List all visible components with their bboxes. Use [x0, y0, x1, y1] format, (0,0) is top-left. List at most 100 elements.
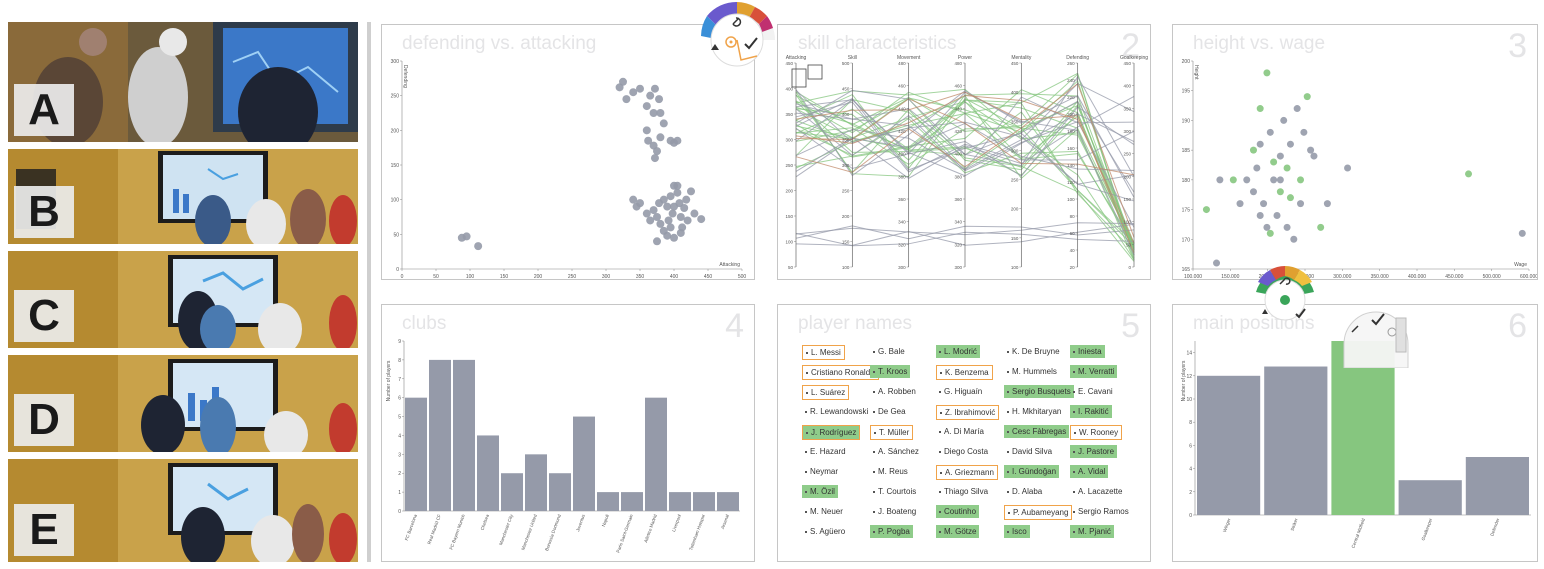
data-point	[676, 228, 685, 237]
player-name-item[interactable]: M. Özil	[802, 485, 838, 498]
player-name-item[interactable]: D. Alaba	[1004, 485, 1045, 498]
bullet-icon	[1007, 370, 1009, 373]
panel-skill-characteristics[interactable]: skill characteristics 2 Attacking 450 400 3…	[777, 24, 1151, 280]
player-name-item[interactable]: Thiago Silva	[936, 485, 991, 498]
y-tick-label: 14	[1186, 351, 1192, 357]
scatter-chart[interactable]: 0 50 100 150 200 250 300 350 400 450 500 0 50 100 150 2…	[382, 25, 755, 280]
panel-defending-attacking[interactable]: defending vs. attacking 1 05010015020025…	[381, 24, 755, 280]
player-name-item[interactable]: M. Pjanić	[1070, 525, 1114, 538]
player-name-item[interactable]: A. Griezmann	[936, 465, 998, 480]
player-name-item[interactable]: A. Lacazette	[1070, 485, 1125, 498]
check-icon[interactable]	[744, 37, 758, 50]
recycle-icon[interactable]	[1262, 309, 1268, 314]
x-tick-label: Manchester City	[498, 513, 514, 546]
player-name-item[interactable]: M. Götze	[936, 525, 980, 538]
player-name-item[interactable]: G. Bale	[870, 345, 908, 358]
panel-clubs[interactable]: clubs 4 0 1 2 3 4 5 6 7 8 9 Number of players FC Ba…	[381, 304, 755, 562]
parallel-coordinates-chart[interactable]: Attacking45040035030025020015010050Skill…	[778, 25, 1151, 280]
bullet-icon	[1008, 511, 1010, 514]
scatter-chart[interactable]: 100.000150.000200.000250.000300.000350.0…	[1173, 25, 1538, 280]
player-name-item[interactable]: H. Mkhitaryan	[1004, 405, 1064, 418]
check-icon[interactable]	[1371, 313, 1385, 326]
player-name-item[interactable]: S. Agüero	[802, 525, 848, 538]
axis-tick-label: 420	[954, 129, 962, 134]
bullet-icon	[1007, 490, 1009, 493]
bullet-icon	[1073, 450, 1075, 453]
player-name-item[interactable]: Cesc Fàbregas	[1004, 425, 1070, 438]
player-name-item[interactable]: Iniesta	[1070, 345, 1105, 358]
player-name-item[interactable]: T. Müller	[870, 425, 914, 440]
player-name-item[interactable]: L. Suárez	[802, 385, 850, 400]
bar	[549, 473, 571, 511]
player-name-item[interactable]: Coutinho	[936, 505, 980, 518]
player-name-item[interactable]: J. Pastore	[1070, 445, 1118, 458]
zoom-dial[interactable]	[1332, 304, 1412, 368]
player-name-item[interactable]: Z. Ibrahimović	[936, 405, 1000, 420]
target-icon[interactable]	[1280, 295, 1290, 305]
player-name-item[interactable]: K. De Bruyne	[1004, 345, 1063, 358]
player-name-item[interactable]: I. Gündoğan	[1004, 465, 1060, 478]
player-name-label: Neymar	[810, 467, 839, 476]
lasso-icon[interactable]	[732, 17, 742, 27]
player-name-item[interactable]: A. Vidal	[1070, 465, 1109, 478]
data-point	[1276, 152, 1284, 160]
player-name-item[interactable]: R. Lewandowski	[802, 405, 871, 418]
player-name-item[interactable]: A. Robben	[870, 385, 919, 398]
player-name-item[interactable]: T. Courtois	[870, 485, 919, 498]
player-name-item[interactable]: T. Kroos	[870, 365, 911, 378]
x-tick-label: 450	[704, 274, 713, 280]
panel-player-names[interactable]: player names 5 L. Messi Cristiano Ronaldo…	[777, 304, 1151, 562]
player-name-item[interactable]: P. Pogba	[870, 525, 913, 538]
player-name-item[interactable]: J. Rodríguez	[802, 425, 861, 440]
lasso-icon[interactable]	[1279, 277, 1291, 285]
player-name-item[interactable]: E. Hazard	[802, 445, 849, 458]
player-name-item[interactable]: M. Reus	[870, 465, 911, 478]
player-name-label: M. Verratti	[1078, 367, 1115, 376]
bar-chart[interactable]: 0 2 4 6 8 10 12 14 Number of players Winger Strike…	[1173, 305, 1538, 562]
player-name-item[interactable]: Sergio Ramos	[1070, 505, 1132, 518]
axis-tick-label: 150	[1123, 197, 1131, 202]
y-tick-label: 200	[391, 128, 400, 134]
x-tick-label: 350	[636, 274, 645, 280]
x-tick-label: Winger	[1222, 517, 1232, 533]
player-name-item[interactable]: W. Rooney	[1070, 425, 1123, 440]
radial-menu[interactable]	[1250, 262, 1320, 332]
data-point	[666, 223, 675, 232]
panel-height-wage[interactable]: height vs. wage 3 100.000150.000200.0002…	[1172, 24, 1538, 280]
panel-number: 4	[725, 307, 744, 345]
player-name-item[interactable]: Sergio Busquets	[1004, 385, 1074, 398]
data-point	[646, 216, 655, 225]
player-name-item[interactable]: J. Boateng	[870, 505, 919, 518]
axis-tick-label: 100	[785, 240, 793, 245]
player-name-item[interactable]: P. Aubameyang	[1004, 505, 1073, 520]
data-point	[1253, 164, 1261, 172]
player-name-label: J. Boateng	[878, 507, 917, 516]
player-name-item[interactable]: M. Neuer	[802, 505, 846, 518]
y-tick-label: 195	[1182, 89, 1191, 95]
bar-chart[interactable]: 0 1 2 3 4 5 6 7 8 9 Number of players FC Barcelona R…	[382, 305, 755, 562]
bullet-icon	[805, 410, 807, 413]
player-name-item[interactable]: Cristiano Ronaldo	[802, 365, 879, 380]
pen-icon[interactable]	[1351, 325, 1359, 333]
player-name-item[interactable]: M. Verratti	[1070, 365, 1118, 378]
player-name-item[interactable]: I. Rakitić	[1070, 405, 1112, 418]
player-name-item[interactable]: Isco	[1004, 525, 1030, 538]
player-name-item[interactable]: A. Sánchez	[870, 445, 922, 458]
player-name-item[interactable]: A. Di María	[936, 425, 987, 438]
player-name-item[interactable]: M. Hummels	[1004, 365, 1060, 378]
axis-tick-label: 200	[1011, 207, 1019, 212]
radial-menu[interactable]	[697, 0, 777, 80]
player-name-item[interactable]: Neymar	[802, 465, 841, 478]
target-icon[interactable]	[725, 36, 737, 48]
player-name-item[interactable]: David Silva	[1004, 445, 1055, 458]
player-name-item[interactable]: E. Cavani	[1070, 385, 1116, 398]
player-name-item[interactable]: L. Messi	[802, 345, 845, 360]
player-name-item[interactable]: De Gea	[870, 405, 909, 418]
player-name-item[interactable]: K. Benzema	[936, 365, 993, 380]
player-name-item[interactable]: G. Higuaín	[936, 385, 985, 398]
player-name-item[interactable]: L. Modrić	[936, 345, 980, 358]
recycle-icon[interactable]	[711, 44, 719, 50]
player-name-item[interactable]: Diego Costa	[936, 445, 991, 458]
check-icon[interactable]	[1295, 308, 1306, 319]
y-tick-label: 2	[398, 471, 401, 477]
